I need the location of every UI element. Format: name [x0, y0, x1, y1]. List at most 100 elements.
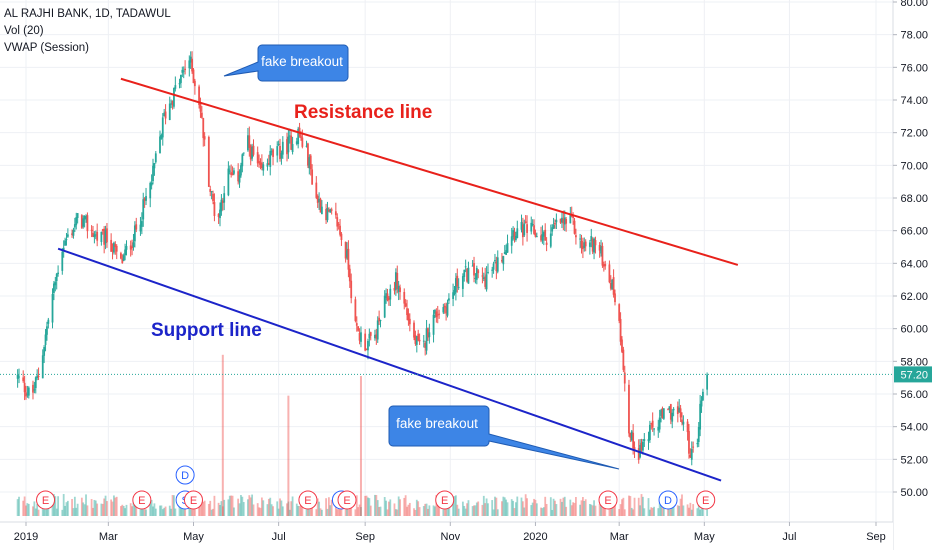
- callouts[interactable]: fake breakout fake breakout: [223, 44, 620, 470]
- event-marker-e[interactable]: E: [337, 490, 357, 510]
- volume-bar: [487, 503, 489, 516]
- trend-lines[interactable]: [57, 77, 739, 482]
- volume-bar: [66, 500, 69, 516]
- volume-bar: [648, 509, 651, 516]
- candle-body: [442, 307, 445, 313]
- candle-body: [700, 400, 703, 407]
- callout-top[interactable]: fake breakout: [223, 44, 349, 82]
- candle-body: [424, 342, 427, 348]
- volume-bar: [632, 509, 635, 516]
- price-tick-label: 66.00: [900, 226, 928, 238]
- volume-bar: [520, 497, 523, 516]
- candle-body: [33, 389, 36, 391]
- candle-body: [73, 224, 76, 228]
- volume-bar: [442, 508, 445, 516]
- volume-bar: [681, 494, 683, 516]
- candle-body: [159, 136, 161, 154]
- candle-body: [534, 233, 537, 237]
- candle-body: [247, 135, 249, 151]
- event-marker-circle: [337, 490, 357, 510]
- candle-body: [379, 320, 382, 322]
- price-tick-label: 58.00: [900, 356, 928, 368]
- candle-body: [540, 235, 542, 241]
- volume-bar: [399, 499, 401, 516]
- volume-bar: [227, 499, 230, 516]
- volume-bar: [320, 509, 323, 516]
- candle-body: [26, 393, 29, 395]
- candle-body: [502, 256, 505, 265]
- volume-bar: [425, 503, 428, 516]
- candle-body: [329, 209, 332, 213]
- candle-body: [628, 384, 630, 434]
- callout-text: fake breakout: [261, 54, 343, 69]
- event-marker-label: E: [604, 495, 611, 507]
- volume-bar: [72, 508, 75, 516]
- volume-bar: [53, 494, 55, 516]
- volume-bar: [679, 498, 682, 516]
- price-axis[interactable]: 50.00 52.00 54.00 56.00 58.00 60.00 62.00 64.00…: [892, 0, 932, 550]
- candle-body: [515, 235, 517, 241]
- candle-body: [495, 261, 498, 272]
- candle-body: [386, 293, 389, 301]
- legend-symbol[interactable]: AL RAJHI BANK, 1D, TADAWUL: [4, 8, 171, 20]
- candle-body: [270, 151, 273, 153]
- event-marker-d[interactable]: D: [658, 490, 678, 510]
- event-marker-circle: [132, 490, 152, 510]
- volume-bar: [396, 509, 399, 516]
- candle-body: [417, 333, 420, 341]
- volume-bar: [121, 504, 124, 516]
- event-marker-e[interactable]: E: [435, 490, 455, 510]
- volume-bar: [76, 503, 79, 516]
- volume-bar: [122, 505, 125, 516]
- event-marker-e[interactable]: E: [36, 490, 56, 510]
- callout-bottom[interactable]: fake breakout: [388, 405, 620, 470]
- legend-vwap[interactable]: VWAP (Session): [4, 42, 89, 54]
- candle-body: [115, 245, 118, 252]
- legend-volume[interactable]: Vol (20): [4, 25, 44, 37]
- candle-body: [443, 305, 446, 308]
- event-marker-e[interactable]: E: [183, 490, 203, 510]
- candle-body: [188, 60, 191, 69]
- candle-body: [492, 263, 495, 270]
- volume-bar: [259, 507, 262, 516]
- time-axis[interactable]: 2019 Mar May Jul Sep Nov 2020 Mar May Jul Sep: [0, 521, 893, 550]
- event-marker-e[interactable]: E: [132, 490, 152, 510]
- candle-body: [106, 228, 108, 243]
- event-marker-circle: [696, 490, 716, 510]
- event-marker-e[interactable]: E: [298, 490, 318, 510]
- event-markers[interactable]: EESDEEDEEEDE: [36, 465, 716, 510]
- resistance-line[interactable]: [120, 77, 739, 266]
- candle-body: [454, 278, 457, 293]
- candle-body: [375, 334, 378, 339]
- volume-bar: [152, 506, 154, 516]
- volume-bar: [435, 494, 438, 516]
- event-marker-e[interactable]: E: [598, 490, 618, 510]
- volume-bar: [316, 498, 319, 516]
- volume-bar: [565, 506, 568, 516]
- candle-body: [609, 282, 612, 289]
- volume-bar: [505, 499, 508, 516]
- candle-body: [575, 235, 577, 238]
- candle-body: [327, 209, 330, 212]
- support-line[interactable]: [57, 247, 722, 482]
- candle-body: [396, 272, 399, 290]
- candle-body: [602, 264, 605, 267]
- event-marker-d[interactable]: D: [175, 465, 195, 485]
- candle-body: [55, 273, 58, 282]
- volume-bar: [184, 503, 187, 516]
- candle-body: [530, 222, 533, 232]
- candle-body: [378, 317, 381, 322]
- candle-body: [258, 161, 260, 164]
- price-tick-label: 64.00: [900, 258, 928, 270]
- candle-body: [266, 163, 269, 167]
- candle-body: [385, 293, 387, 299]
- event-marker-e[interactable]: E: [696, 490, 716, 510]
- candle-body: [277, 143, 280, 145]
- volume-bar: [36, 503, 39, 516]
- volume-bar: [110, 499, 113, 516]
- candle-body: [407, 313, 410, 321]
- volume-bar: [640, 494, 643, 516]
- candle-body: [681, 419, 683, 423]
